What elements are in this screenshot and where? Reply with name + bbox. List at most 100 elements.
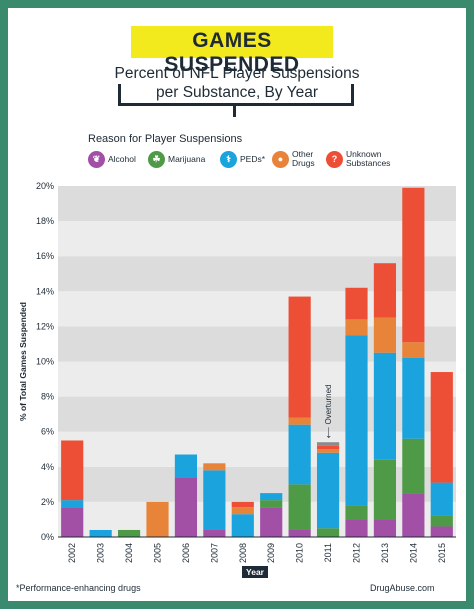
bar-segment-unknown-substances-2013 <box>373 263 397 318</box>
bar-segment-marijuana-2014 <box>402 438 425 494</box>
bar-segment-other-drugs-2012 <box>345 319 368 336</box>
legend: ❦ Alcohol ☘ Marijuana ⚕ PEDs* ● Other Dr… <box>88 148 428 174</box>
y-tick-label: 20% <box>36 181 54 191</box>
legend-label-peds: PEDs* <box>240 153 266 164</box>
bar-segment-peds--2014 <box>402 357 425 439</box>
x-tick-label-2011: 2011 <box>323 543 333 562</box>
brand-credit: DrugAbuse.com <box>370 583 435 593</box>
x-axis-label: Year <box>246 567 265 577</box>
legend-item-peds: ⚕ PEDs* <box>220 148 265 170</box>
x-tick-label-2003: 2003 <box>96 543 106 563</box>
y-tick-label: 10% <box>36 357 54 367</box>
y-tick-label: 12% <box>36 321 54 331</box>
bar-segment-other-drugs-2008 <box>231 507 254 515</box>
bar-segment-marijuana-2012 <box>345 505 368 520</box>
bar-segment-alcohol-2013 <box>373 519 397 537</box>
bar-segment-unknown-substances-2012 <box>345 287 368 320</box>
footnote: *Performance-enhancing drugs <box>16 583 141 593</box>
grid-band <box>58 466 456 502</box>
bar-segment-unknown-substances-2008 <box>231 501 254 508</box>
x-tick-label-2006: 2006 <box>181 543 191 563</box>
bar-segment-unknown-substances-2014 <box>402 187 425 343</box>
title-bracket <box>118 84 354 106</box>
legend-label-other-drugs: Other Drugs <box>292 149 315 168</box>
bar-segment-alcohol-2010 <box>288 529 311 537</box>
grid-band <box>58 291 456 327</box>
bar-segment-unknown-substances-2002 <box>61 440 84 501</box>
bar-segment-marijuana-2015 <box>430 515 453 527</box>
y-tick-label: 14% <box>36 286 54 296</box>
grid-band <box>58 186 456 222</box>
bar-segment-marijuana-2011 <box>316 528 340 537</box>
grid-band <box>58 221 456 257</box>
bar-segment-overturned-2011 <box>316 442 340 446</box>
y-tick-label: 2% <box>41 497 54 507</box>
grid-band <box>58 326 456 362</box>
bar-segment-alcohol-2015 <box>430 526 453 537</box>
y-tick-label: 4% <box>41 462 54 472</box>
x-tick-label-2012: 2012 <box>352 543 362 563</box>
y-tick-label: 6% <box>41 427 54 437</box>
x-tick-label-2009: 2009 <box>266 543 276 563</box>
bottle-icon: ❦ <box>88 150 105 168</box>
bar-segment-peds--2007 <box>203 470 226 530</box>
legend-title: Reason for Player Suspensions <box>88 133 243 145</box>
bar-segment-peds--2008 <box>231 514 254 537</box>
legend-item-marijuana: ☘ Marijuana <box>148 148 205 170</box>
legend-item-alcohol: ❦ Alcohol <box>88 148 136 170</box>
legend-label-alcohol: Alcohol <box>108 153 136 164</box>
title-bracket-stem <box>233 105 236 117</box>
bar-segment-peds--2006 <box>174 454 198 478</box>
leaf-icon: ☘ <box>148 150 165 168</box>
y-tick-label: 8% <box>41 392 54 402</box>
bar-segment-other-drugs-2010 <box>288 417 311 425</box>
bar-segment-other-drugs-2007 <box>203 463 226 471</box>
x-tick-label-2002: 2002 <box>67 543 77 563</box>
page-title: GAMES SUSPENDED <box>131 26 333 76</box>
bar-segment-marijuana-2004 <box>117 529 141 537</box>
y-tick-label: 16% <box>36 251 54 261</box>
bar-segment-alcohol-2012 <box>345 519 368 537</box>
bar-segment-alcohol-2007 <box>203 529 226 537</box>
overturned-annotation: ⟵ Overturned <box>324 385 333 439</box>
bar-segment-peds--2011 <box>316 452 340 529</box>
bar-segment-unknown-substances-2010 <box>288 296 311 418</box>
legend-item-other-drugs: ● Other Drugs <box>272 148 315 170</box>
legend-label-unknown: Unknown Substances <box>346 149 391 168</box>
bar-segment-alcohol-2009 <box>260 507 283 537</box>
grid-band <box>58 256 456 292</box>
pill-icon: ● <box>272 150 289 168</box>
bar-segment-unknown-substances-2015 <box>430 372 453 483</box>
bar-segment-peds--2002 <box>61 500 84 508</box>
bar-segment-other-drugs-2011 <box>316 449 340 453</box>
x-tick-label-2014: 2014 <box>408 543 418 563</box>
bar-segment-other-drugs-2005 <box>146 501 169 537</box>
x-axis-label-box <box>242 566 268 578</box>
x-tick-label-2008: 2008 <box>238 543 248 563</box>
bar-segment-peds--2015 <box>430 482 453 516</box>
question-icon: ? <box>326 150 343 168</box>
bar-segment-peds--2009 <box>260 493 283 501</box>
bar-segment-marijuana-2013 <box>373 459 397 520</box>
y-axis-label: % of Total Games Suspended <box>18 302 28 421</box>
grid-band <box>58 431 456 467</box>
legend-label-marijuana: Marijuana <box>168 153 206 164</box>
bar-segment-other-drugs-2013 <box>373 317 397 353</box>
x-tick-label-2013: 2013 <box>380 543 390 563</box>
grid-band <box>58 501 456 537</box>
y-tick-label: 18% <box>36 216 54 226</box>
subtitle-line-2: per Substance, By Year <box>155 84 318 101</box>
bar-segment-alcohol-2014 <box>402 493 425 537</box>
subtitle: Percent of NFL Player Suspensions per Su… <box>100 64 374 102</box>
x-tick-label-2010: 2010 <box>295 543 305 563</box>
x-tick-label-2005: 2005 <box>153 543 163 563</box>
x-tick-label-2007: 2007 <box>209 543 219 563</box>
y-tick-label: 0% <box>41 532 54 542</box>
x-tick-label-2004: 2004 <box>124 543 134 563</box>
grid-band <box>58 361 456 397</box>
syringe-icon: ⚕ <box>220 150 237 168</box>
bar-segment-marijuana-2009 <box>260 500 283 508</box>
bar-segment-peds--2012 <box>345 335 368 506</box>
bar-segment-alcohol-2006 <box>174 477 198 537</box>
